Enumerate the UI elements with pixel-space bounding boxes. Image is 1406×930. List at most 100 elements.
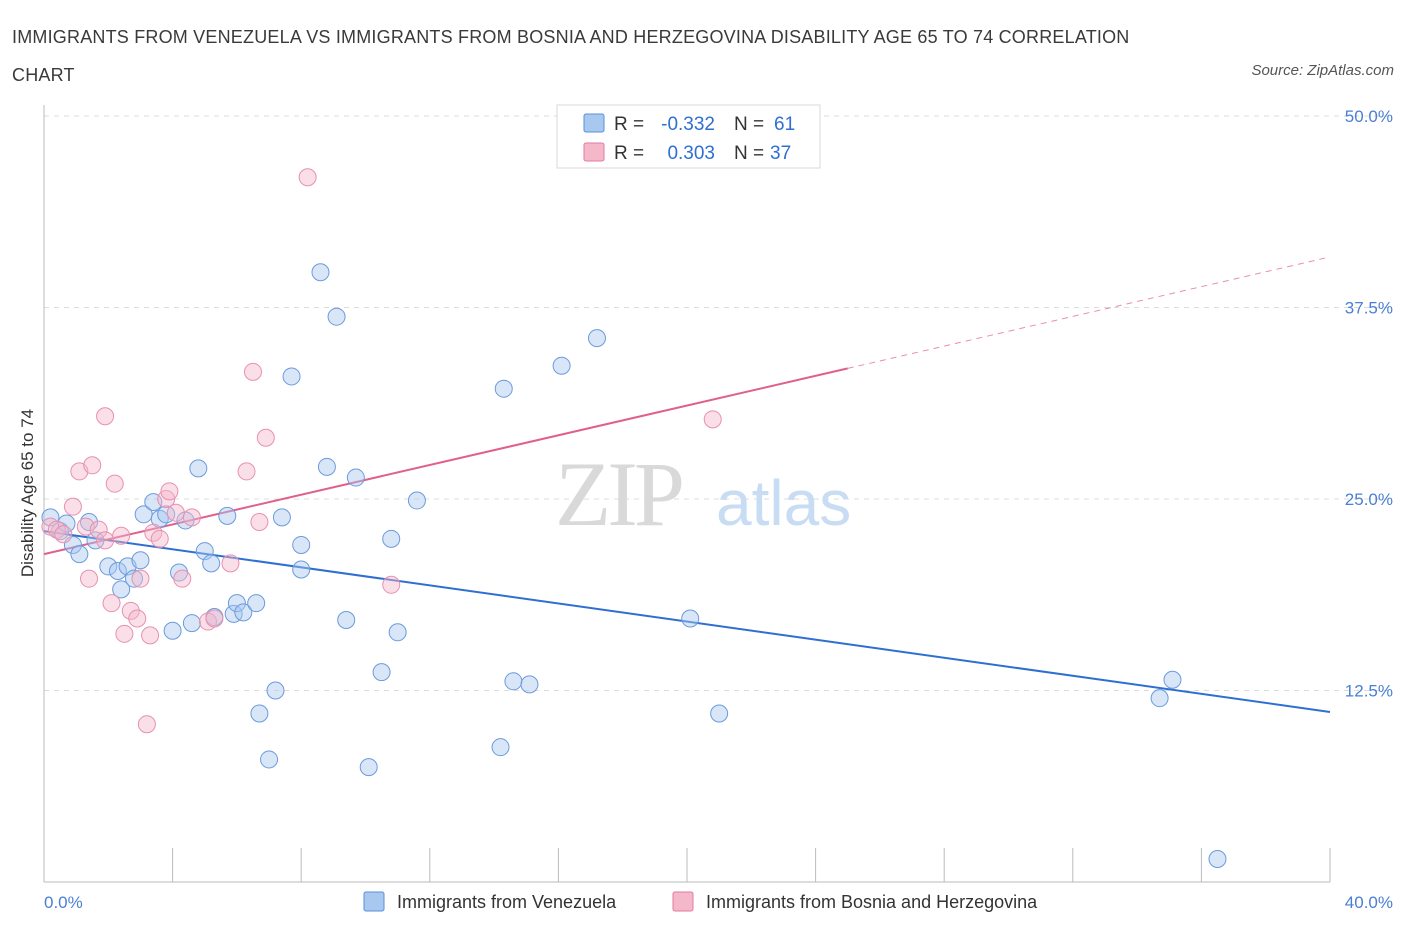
point-venezuela-46 [407,491,426,510]
point-venezuela-21 [189,459,208,478]
legend-r-label-1: R = [614,114,644,135]
point-bosnia-18 [137,715,156,734]
point-bosnia-24 [166,503,185,522]
point-venezuela-8 [108,562,127,581]
point-venezuela-55 [1150,689,1169,708]
point-bosnia-30 [237,462,256,481]
point-venezuela-52 [587,329,606,348]
x-tick-label-max: 40.0% [1345,893,1393,912]
point-venezuela-42 [359,758,378,777]
point-bosnia-17 [131,569,150,588]
point-bosnia-6 [80,569,99,588]
point-venezuela-12 [131,551,150,570]
trend-lines [43,256,1331,713]
point-bosnia-19 [141,626,160,645]
watermark-zip: ZIP [555,443,682,545]
point-bosnia-11 [102,594,121,613]
point-bosnia-14 [115,624,134,643]
point-bosnia-33 [256,428,275,447]
point-bosnia-21 [150,529,169,548]
point-bosnia-8 [89,520,108,539]
point-venezuela-33 [272,508,291,527]
point-bosnia-10 [96,407,115,426]
legend-n-label-2: N = [734,143,764,164]
point-venezuela-28 [234,603,253,622]
point-bosnia-2 [54,525,73,544]
point-venezuela-53 [681,609,700,628]
trend-line-1 [43,367,848,556]
point-venezuela-4 [70,545,89,564]
point-bosnia-12 [105,474,124,493]
legend-swatch-venezuela [583,113,605,133]
point-venezuela-44 [382,529,401,548]
point-venezuela-20 [182,614,201,633]
point-bosnia-29 [221,554,240,573]
point-venezuela-36 [292,560,311,579]
point-bosnia-16 [128,609,147,628]
point-venezuela-41 [346,468,365,487]
point-venezuela-40 [337,611,356,630]
correlation-legend: R = -0.332 N = 61 R = 0.303 N = 37 [556,104,821,169]
point-bosnia-36 [703,410,722,429]
point-bosnia-35 [382,575,401,594]
point-bosnia-28 [205,609,224,628]
point-bosnia-7 [83,456,102,475]
bottom-legend-label-bosnia: Immigrants from Bosnia and Herzegovina [706,892,1038,912]
y-tick-label-3: 50.0% [1345,107,1393,126]
bottom-legend-swatch-bosnia [672,891,694,912]
y-tick-labels: 12.5% 25.0% 37.5% 50.0% [1345,107,1393,701]
point-venezuela-38 [317,457,336,476]
point-venezuela-27 [227,594,246,613]
point-bosnia-1 [47,520,66,539]
chart-title: IMMIGRANTS FROM VENEZUELA VS IMMIGRANTS … [12,27,1130,85]
point-bosnia-3 [63,497,82,516]
point-venezuela-32 [266,681,285,700]
point-bosnia-26 [182,508,201,527]
point-venezuela-39 [327,307,346,326]
bottom-legend-swatch-venezuela [363,891,385,912]
point-venezuela-11 [125,569,144,588]
point-venezuela-43 [372,663,391,682]
point-venezuela-1 [51,522,70,541]
point-bosnia-15 [121,601,140,620]
point-venezuela-6 [86,531,105,550]
point-venezuela-51 [552,356,571,375]
point-bosnia-25 [173,569,192,588]
legend-r-value-2: 0.303 [667,143,715,164]
y-tick-label-2: 37.5% [1345,299,1393,318]
scatter-points [41,168,1227,869]
point-venezuela-47 [491,738,510,757]
point-bosnia-23 [160,482,179,501]
y-tick-label-1: 25.0% [1345,490,1393,509]
legend-n-label-1: N = [734,114,764,135]
point-venezuela-37 [311,263,330,282]
legend-r-value-1: -0.332 [661,114,715,135]
point-bosnia-32 [250,512,269,531]
trend-line-extension-1 [847,256,1331,369]
point-venezuela-31 [260,750,279,769]
source-label: Source: ZipAtlas.com [1251,62,1394,79]
point-venezuela-29 [247,594,266,613]
point-venezuela-25 [218,506,237,525]
point-venezuela-35 [292,535,311,554]
point-bosnia-9 [96,531,115,550]
point-venezuela-17 [163,621,182,640]
x-axis-ticks [43,848,1331,882]
bottom-legend-label-venezuela: Immigrants from Venezuela [397,892,617,912]
x-tick-label-min: 0.0% [44,893,83,912]
point-venezuela-9 [112,580,131,599]
watermark-atlas: atlas [716,467,851,539]
point-venezuela-48 [494,379,513,398]
series-legend: Immigrants from Venezuela Immigrants fro… [363,891,1038,912]
point-venezuela-16 [157,505,176,524]
point-bosnia-13 [112,526,131,545]
point-venezuela-57 [1208,850,1227,869]
point-bosnia-31 [243,362,262,381]
point-venezuela-54 [710,704,729,723]
point-venezuela-50 [520,675,539,694]
point-venezuela-26 [224,604,243,623]
point-venezuela-34 [282,367,301,386]
legend-n-value-1: 61 [774,114,795,135]
point-venezuela-7 [99,557,118,576]
